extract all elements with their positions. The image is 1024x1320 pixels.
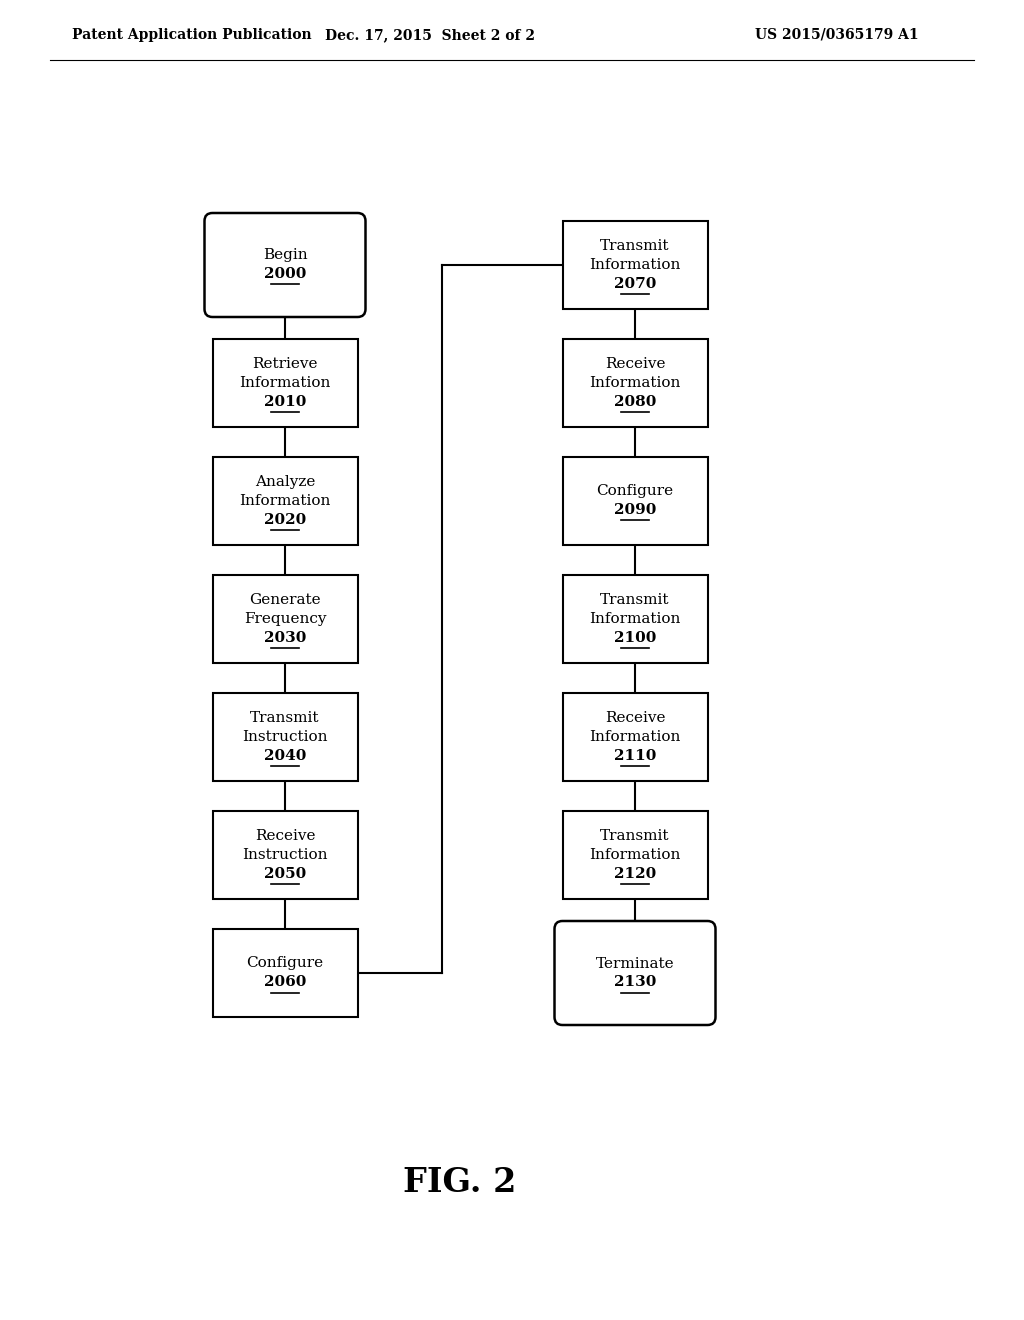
Text: Instruction: Instruction bbox=[243, 847, 328, 862]
FancyBboxPatch shape bbox=[555, 921, 716, 1026]
FancyBboxPatch shape bbox=[205, 213, 366, 317]
Text: Transmit: Transmit bbox=[250, 711, 319, 725]
Bar bbox=[213, 810, 357, 899]
Text: 2040: 2040 bbox=[264, 748, 306, 763]
Text: Instruction: Instruction bbox=[243, 730, 328, 744]
Bar bbox=[213, 693, 357, 781]
Bar bbox=[213, 457, 357, 545]
Bar bbox=[213, 929, 357, 1016]
Text: FIG. 2: FIG. 2 bbox=[403, 1166, 517, 1199]
Text: Patent Application Publication: Patent Application Publication bbox=[72, 28, 311, 42]
Text: Transmit: Transmit bbox=[600, 239, 670, 253]
Text: US 2015/0365179 A1: US 2015/0365179 A1 bbox=[755, 28, 919, 42]
Text: Configure: Configure bbox=[596, 484, 674, 499]
Text: Information: Information bbox=[240, 494, 331, 508]
Bar bbox=[562, 576, 708, 663]
Text: Information: Information bbox=[590, 257, 681, 272]
Text: Information: Information bbox=[590, 612, 681, 626]
Text: Receive: Receive bbox=[605, 356, 666, 371]
Text: Begin: Begin bbox=[263, 248, 307, 263]
Text: Frequency: Frequency bbox=[244, 612, 327, 626]
Text: Transmit: Transmit bbox=[600, 829, 670, 843]
Text: 2050: 2050 bbox=[264, 867, 306, 880]
Text: 2100: 2100 bbox=[613, 631, 656, 645]
Text: 2060: 2060 bbox=[264, 975, 306, 990]
Text: 2120: 2120 bbox=[613, 867, 656, 880]
Text: Analyze: Analyze bbox=[255, 475, 315, 488]
Text: Information: Information bbox=[590, 730, 681, 744]
Text: 2090: 2090 bbox=[613, 503, 656, 517]
Text: Receive: Receive bbox=[255, 829, 315, 843]
Bar bbox=[562, 220, 708, 309]
Bar bbox=[562, 693, 708, 781]
Text: 2110: 2110 bbox=[613, 748, 656, 763]
Text: Information: Information bbox=[590, 847, 681, 862]
Text: Transmit: Transmit bbox=[600, 593, 670, 607]
Text: 2130: 2130 bbox=[613, 975, 656, 990]
Text: Retrieve: Retrieve bbox=[252, 356, 317, 371]
Bar bbox=[213, 339, 357, 426]
Text: Configure: Configure bbox=[247, 957, 324, 970]
Bar bbox=[213, 576, 357, 663]
Text: Dec. 17, 2015  Sheet 2 of 2: Dec. 17, 2015 Sheet 2 of 2 bbox=[325, 28, 535, 42]
Text: Information: Information bbox=[240, 376, 331, 389]
Bar bbox=[562, 339, 708, 426]
Text: Generate: Generate bbox=[249, 593, 321, 607]
Text: Terminate: Terminate bbox=[596, 957, 675, 970]
Text: 2000: 2000 bbox=[264, 268, 306, 281]
Text: 2010: 2010 bbox=[264, 395, 306, 409]
Text: Receive: Receive bbox=[605, 711, 666, 725]
Text: 2030: 2030 bbox=[264, 631, 306, 645]
Text: Information: Information bbox=[590, 376, 681, 389]
Text: 2080: 2080 bbox=[613, 395, 656, 409]
Text: 2070: 2070 bbox=[613, 277, 656, 290]
Text: 2020: 2020 bbox=[264, 513, 306, 527]
Bar bbox=[562, 810, 708, 899]
Bar bbox=[562, 457, 708, 545]
